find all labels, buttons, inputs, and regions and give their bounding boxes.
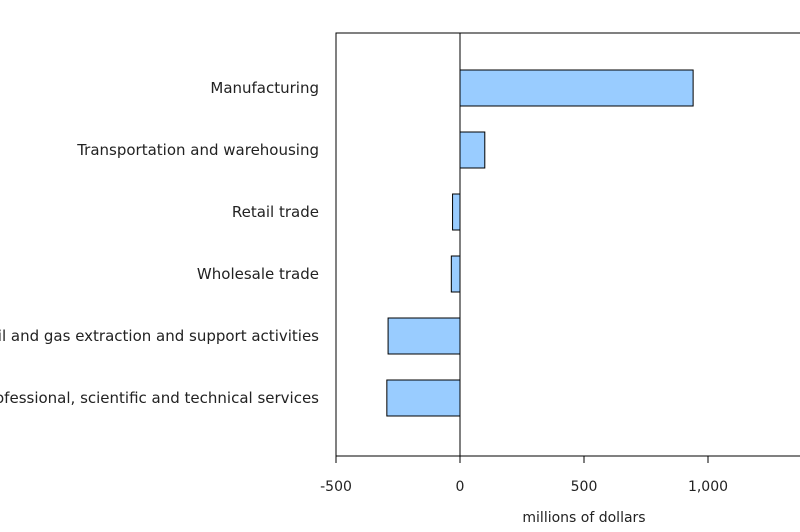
bar-1 (459, 131, 486, 169)
x-tick-label-1: 0 (456, 479, 465, 495)
bar-4 (387, 317, 461, 355)
bar-2 (452, 193, 461, 231)
category-labels: Manufacturing Transportation and warehous… (0, 79, 319, 407)
bar-0 (459, 69, 694, 107)
x-axis-ticks: -500 0 500 1,000 (320, 456, 728, 495)
bars-group (386, 69, 694, 417)
x-axis-title: millions of dollars (522, 510, 645, 526)
x-tick-label-2: 500 (571, 479, 598, 495)
category-label-3: Wholesale trade (197, 265, 319, 283)
plot-border (335, 32, 800, 457)
bar-5 (386, 379, 461, 417)
category-label-0: Manufacturing (210, 79, 319, 97)
plot-area-frame (335, 32, 800, 457)
category-label-4: Mining, quarrying, and oil and gas extra… (0, 327, 319, 345)
category-label-5: Professional, scientific and technical s… (0, 389, 319, 407)
x-tick-label-0: -500 (320, 479, 352, 495)
category-label-1: Transportation and warehousing (76, 141, 319, 159)
x-tick-label-3: 1,000 (688, 479, 728, 495)
category-label-2: Retail trade (232, 203, 319, 221)
bar-3 (450, 255, 461, 293)
